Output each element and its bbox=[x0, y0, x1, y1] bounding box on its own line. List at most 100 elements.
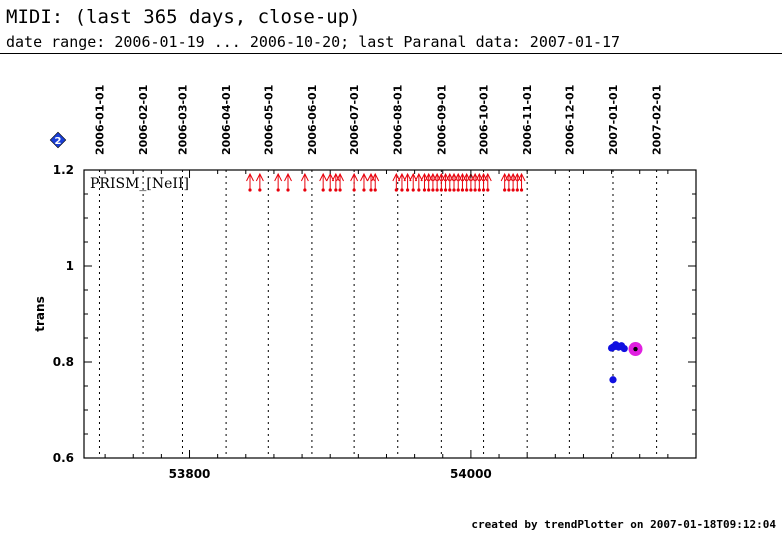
arrow-head bbox=[360, 172, 368, 182]
arrow-head bbox=[371, 172, 380, 182]
y-tick-label: 1.2 bbox=[53, 163, 74, 177]
arrow-base-point bbox=[417, 188, 421, 192]
arrow-base-point bbox=[431, 188, 435, 192]
arrow-base-point bbox=[422, 188, 427, 192]
arrow-base-point bbox=[481, 188, 486, 192]
arrow-base-point bbox=[460, 188, 465, 192]
arrow-base-point bbox=[452, 188, 456, 192]
y-axis-label: trans bbox=[33, 296, 47, 331]
date-marker-label: 2006-03-01 bbox=[176, 85, 189, 155]
offscale-arrow bbox=[409, 172, 418, 192]
arrow-head bbox=[319, 172, 328, 182]
arrow-base-point bbox=[328, 188, 332, 192]
date-marker-label: 2006-05-01 bbox=[262, 85, 275, 155]
date-marker-label: 2006-06-01 bbox=[306, 85, 319, 155]
date-marker-label: 2006-08-01 bbox=[392, 85, 405, 155]
arrow-base-point bbox=[338, 188, 342, 192]
arrow-base-point bbox=[276, 188, 280, 192]
page-title: MIDI: (last 365 days, close-up) bbox=[6, 6, 361, 28]
data-point bbox=[633, 346, 638, 352]
arrow-base-point bbox=[394, 188, 398, 192]
arrow-base-point bbox=[286, 188, 290, 192]
arrow-base-point bbox=[443, 188, 448, 192]
arrow-head bbox=[255, 172, 264, 182]
date-marker-label: 2006-12-01 bbox=[563, 85, 576, 155]
arrow-head bbox=[284, 172, 292, 182]
offscale-arrow bbox=[319, 172, 328, 192]
offscale-arrow bbox=[274, 172, 283, 192]
date-marker-label: 2007-02-01 bbox=[651, 85, 664, 155]
arrow-base-point bbox=[486, 188, 490, 192]
x-tick-label: 54000 bbox=[450, 467, 492, 481]
arrow-base-point bbox=[321, 188, 325, 192]
offscale-arrow bbox=[483, 172, 492, 192]
arrow-base-point bbox=[473, 188, 477, 192]
offscale-arrow bbox=[471, 172, 480, 192]
data-point bbox=[609, 376, 617, 384]
offscale-arrows-layer bbox=[246, 172, 526, 192]
arrow-head bbox=[398, 172, 406, 182]
offscale-arrow bbox=[371, 172, 380, 192]
arrow-base-point bbox=[373, 188, 377, 192]
page-subtitle: date range: 2006-01-19 ... 2006-10-20; l… bbox=[6, 33, 621, 51]
offscale-arrow bbox=[255, 172, 264, 192]
offscale-arrow bbox=[326, 172, 335, 192]
title-divider bbox=[0, 53, 782, 54]
y-tick-label: 0.8 bbox=[53, 355, 74, 369]
arrow-base-point bbox=[427, 188, 431, 192]
arrow-base-point bbox=[515, 188, 519, 192]
arrow-base-point bbox=[334, 188, 338, 192]
plot-frame bbox=[83, 169, 697, 459]
arrow-head bbox=[409, 172, 418, 182]
arrow-base-point bbox=[400, 188, 404, 192]
date-marker-label: 2006-11-01 bbox=[521, 85, 534, 155]
data-points-layer bbox=[607, 341, 643, 384]
offscale-arrow bbox=[403, 172, 412, 192]
arrow-base-point bbox=[465, 188, 469, 192]
date-marker-label: 2006-09-01 bbox=[435, 85, 448, 155]
arrow-base-point bbox=[456, 188, 460, 192]
offscale-arrow bbox=[517, 172, 526, 192]
date-marker-label: 2006-07-01 bbox=[348, 85, 361, 155]
offscale-arrow bbox=[246, 172, 254, 192]
x-tick-label: 53800 bbox=[169, 467, 211, 481]
offscale-arrow bbox=[300, 172, 309, 192]
arrow-base-point bbox=[248, 188, 252, 192]
arrow-base-point bbox=[369, 188, 373, 192]
footer-credit: created by trendPlotter on 2007-01-18T09… bbox=[471, 518, 776, 531]
arrow-base-point bbox=[411, 188, 415, 192]
arrow-head bbox=[517, 172, 526, 182]
date-marker-label: 2006-01-01 bbox=[93, 85, 106, 155]
arrow-base-point bbox=[435, 188, 439, 192]
date-labels-layer: 2006-01-01 2006-02-01 2006-03-01 2006-04-01… bbox=[93, 85, 663, 155]
axes-layer: 0.6 0.8 1 1.2 53800 54000 bbox=[53, 163, 697, 481]
offscale-arrow bbox=[336, 172, 345, 192]
arrow-head bbox=[246, 172, 254, 182]
offscale-arrow bbox=[284, 172, 292, 192]
panel-label: PRISM_[NeII] bbox=[90, 176, 189, 192]
arrow-head bbox=[274, 172, 283, 182]
arrow-head bbox=[300, 172, 309, 182]
offscale-arrow bbox=[360, 172, 368, 192]
arrow-head bbox=[414, 172, 423, 182]
offscale-arrow bbox=[350, 172, 359, 192]
y-tick-label: 1 bbox=[66, 259, 74, 273]
arrow-base-point bbox=[258, 188, 262, 192]
offscale-arrow bbox=[398, 172, 406, 192]
arrow-base-point bbox=[303, 188, 307, 192]
arrow-base-point bbox=[439, 188, 443, 192]
arrow-head bbox=[336, 172, 345, 182]
arrow-base-point bbox=[477, 188, 481, 192]
offscale-arrow bbox=[450, 172, 458, 192]
plot-badge[interactable]: 2 bbox=[49, 131, 67, 149]
diamond-icon bbox=[49, 131, 67, 149]
date-marker-label: 2006-04-01 bbox=[220, 85, 233, 155]
arrow-head bbox=[483, 172, 492, 182]
date-marker-label: 2006-10-01 bbox=[478, 85, 491, 155]
arrow-head bbox=[350, 172, 359, 182]
arrow-base-point bbox=[469, 188, 473, 192]
arrow-base-point bbox=[511, 188, 515, 192]
grid-layer bbox=[98, 170, 658, 458]
arrow-base-point bbox=[362, 188, 366, 192]
